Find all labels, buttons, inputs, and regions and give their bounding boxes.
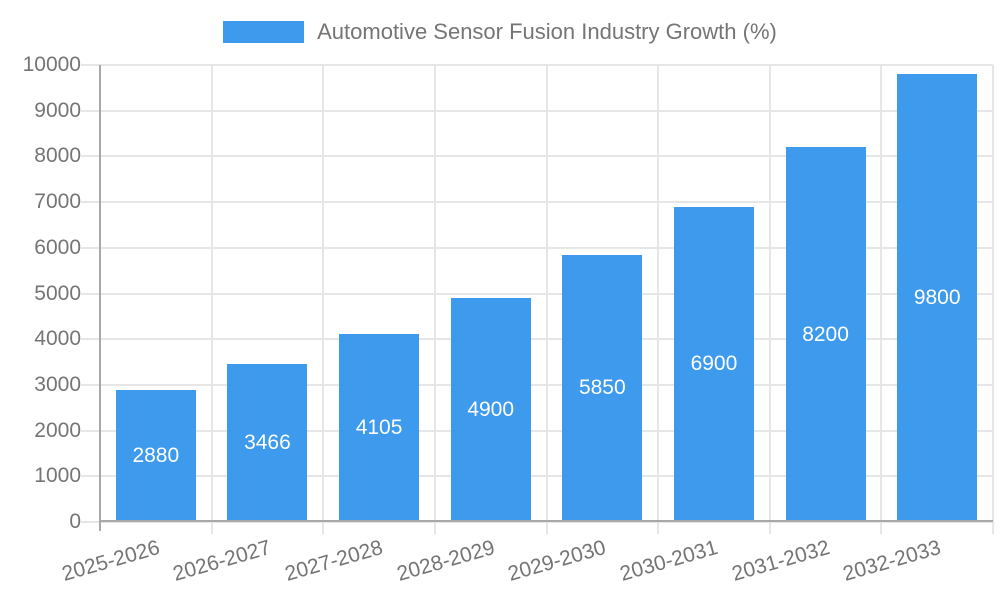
bar-value-label: 4900 <box>467 398 515 422</box>
bar-value-label: 2880 <box>132 444 180 468</box>
gridline-vertical <box>880 65 883 534</box>
x-tick-label: 2027-2028 <box>282 536 386 586</box>
y-tick-label: 3000 <box>34 372 81 396</box>
legend-label: Automotive Sensor Fusion Industry Growth… <box>317 19 777 44</box>
gridline-horizontal <box>81 292 993 295</box>
x-tick-label: 2028-2029 <box>394 536 498 586</box>
gridline-horizontal <box>81 246 993 249</box>
y-axis-line <box>99 65 101 531</box>
y-tick-label: 4000 <box>34 327 81 351</box>
y-tick-label: 7000 <box>34 190 81 214</box>
gridline-vertical <box>433 65 436 534</box>
gridline-horizontal <box>81 475 993 478</box>
bar-value-label: 3466 <box>244 430 291 454</box>
y-tick-label: 9000 <box>34 98 81 122</box>
gridline-horizontal <box>81 109 993 112</box>
y-tick-label: 1000 <box>34 464 81 488</box>
gridline-horizontal <box>81 429 993 432</box>
bar: 5850 <box>562 254 643 522</box>
x-tick-label: 2031-2032 <box>729 536 832 586</box>
gridline-horizontal <box>81 383 993 386</box>
bar: 3466 <box>227 363 308 522</box>
bar: 4900 <box>450 298 531 522</box>
gridline-horizontal <box>81 155 993 158</box>
bar: 9800 <box>897 74 978 522</box>
bar: 4105 <box>339 334 420 522</box>
gridline-horizontal <box>81 64 993 66</box>
chart-legend: Automotive Sensor Fusion Industry Growth… <box>0 19 1000 45</box>
y-tick-label: 2000 <box>34 418 81 442</box>
x-tick-label: 2029-2030 <box>505 536 609 586</box>
gridline-vertical <box>322 65 325 534</box>
bar: 2880 <box>115 390 196 522</box>
gridline-horizontal <box>81 201 993 204</box>
bar-value-label: 4105 <box>355 416 403 440</box>
gridline-vertical <box>210 65 213 534</box>
gridline-vertical <box>657 65 660 534</box>
y-tick-label: 10000 <box>22 53 81 76</box>
x-tick-label: 2032-2033 <box>840 536 944 586</box>
gridline-vertical <box>992 65 994 534</box>
gridline-horizontal <box>81 338 993 341</box>
x-tick-label: 2026-2027 <box>170 536 274 586</box>
y-tick-label: 5000 <box>34 281 81 305</box>
x-tick-label: 2025-2026 <box>59 536 163 586</box>
legend-swatch <box>223 21 305 43</box>
plot-area: 2880 3466 4105 4900 5850 6900 8200 9800 <box>81 64 994 534</box>
bar-value-label: 8200 <box>802 322 849 346</box>
bar-value-label: 6900 <box>690 352 738 376</box>
y-tick-label: 6000 <box>34 235 81 259</box>
gridline-horizontal <box>81 521 993 523</box>
x-tick-label: 2030-2031 <box>617 536 721 586</box>
bar-value-label: 9800 <box>913 286 961 310</box>
y-tick-label: 0 <box>69 510 81 533</box>
bar: 6900 <box>673 206 754 522</box>
gridline-vertical <box>545 65 548 534</box>
bar: 8200 <box>785 147 866 522</box>
x-axis-line <box>100 520 993 522</box>
y-tick-label: 8000 <box>34 144 81 168</box>
bar-value-label: 5850 <box>578 376 626 400</box>
gridline-vertical <box>768 65 771 534</box>
